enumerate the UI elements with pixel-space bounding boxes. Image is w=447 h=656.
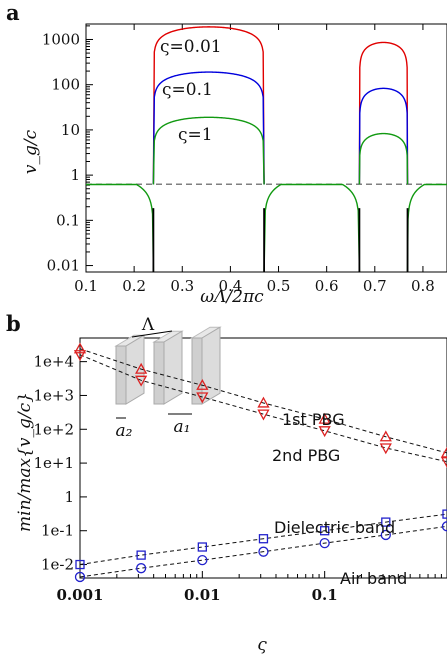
- panel-b-fit-line: [79, 525, 447, 578]
- inset-slab-side: [163, 330, 183, 405]
- panel-b-xtick-label: 0.001: [57, 586, 104, 604]
- panel-b-ytick-label: 1e-1: [41, 522, 74, 540]
- panel-b-ylabel: min/max{v_g/c}: [15, 392, 35, 532]
- panel-b-marker-triangle-up: [73, 342, 87, 354]
- panel-b-frame: [79, 337, 447, 579]
- panel-a-series-curve: [152, 26, 265, 185]
- panel-b-marker-triangle-down: [318, 426, 331, 438]
- panel-a-passband-curve: [86, 183, 155, 272]
- inset-lambda-arrow: [131, 330, 173, 338]
- panel-b-ytick-label: 1e+3: [33, 386, 74, 404]
- panel-b-marker-square: [258, 534, 269, 544]
- panel-b-marker-triangle-down: [135, 375, 148, 387]
- panel-b-xtick-label: 0.1: [312, 586, 338, 604]
- panel-a-xtick-label: 0.1: [74, 277, 98, 295]
- panel-a-ytick-label: 0.01: [47, 257, 80, 275]
- panel-b-fit-line: [79, 513, 447, 566]
- panel-b-ytick-label: 1e-2: [41, 556, 74, 574]
- inset-a2-label: a₂: [116, 421, 133, 441]
- panel-a-series-curve: [358, 41, 409, 185]
- panel-a-chart: 0.1 0.2 0.3 0.4 0.5 0.6 0.7 0.8 0.01 0.1 1 10 100 100…: [42, 23, 447, 295]
- panel-b-marker-triangle-down: [440, 457, 447, 469]
- panel-b-marker-square: [136, 550, 146, 560]
- panel-b-xlabel: ς: [257, 635, 267, 655]
- panel-a-xtick-label: 0.4: [218, 277, 242, 295]
- panel-a-series-curve: [358, 132, 409, 185]
- panel-b-ytick-label: 1: [64, 488, 74, 506]
- panel-b-series-label: 2nd PBG: [272, 446, 340, 465]
- panel-a-xtick-label: 0.8: [411, 277, 435, 295]
- panel-b-marker-triangle-up: [440, 446, 447, 458]
- panel-b-fit-line: [79, 348, 447, 454]
- panel-b-marker-triangle-down: [257, 409, 270, 421]
- panel-label-b: b: [6, 311, 21, 336]
- panel-b-marker-square: [75, 559, 85, 570]
- inset-a1-label: a₁: [174, 417, 191, 437]
- panel-b-ytick-label: 1e+4: [33, 353, 74, 371]
- panel-a-passband-curve: [406, 183, 447, 272]
- inset-lambda-label: Λ: [141, 315, 155, 335]
- panel-b-marker-circle: [380, 529, 391, 541]
- panel-a-series-curve: [152, 116, 265, 185]
- panel-a-series-curve: [358, 87, 409, 185]
- panel-b-marker-triangle-up: [196, 378, 209, 390]
- panel-a-ytick-label: 1: [70, 166, 80, 184]
- panel-b-ytick-label: 1e+1: [33, 454, 74, 472]
- panel-b-marker-square: [442, 509, 447, 519]
- panel-b-marker-triangle-up: [318, 412, 331, 424]
- panel-a-frame: [85, 23, 447, 273]
- panel-a-xlabel: ωΛ/2πc: [200, 287, 264, 307]
- panel-a-annotation: ς=0.01: [160, 37, 222, 57]
- panel-a-annotation: ς=1: [178, 125, 213, 145]
- panel-label-a: a: [6, 0, 20, 25]
- inset-slab-side: [125, 334, 145, 405]
- panel-b-marker-triangle-up: [135, 362, 148, 374]
- panel-b-marker-circle: [441, 521, 447, 532]
- panel-a-ytick-label: 1000: [42, 30, 80, 48]
- panel-b-chart: 0.001 0.01 0.1 1e-2 1e-1 1 1e+1 1e+2 1e+3 1e+4 Λa₂…: [33, 315, 447, 604]
- panel-b-marker-triangle-down: [73, 350, 87, 362]
- panel-a-passband-curve: [263, 183, 361, 272]
- panel-a-xtick-label: 0.2: [122, 277, 146, 295]
- panel-b-series-label: Dielectric band: [274, 518, 395, 537]
- panel-b-marker-square: [320, 526, 330, 536]
- panel-a-annotation: ς=0.1: [162, 80, 213, 100]
- panel-b-inset: Λa₂ a₁: [114, 315, 222, 441]
- panel-b-marker-triangle-down: [196, 392, 209, 404]
- panel-a-ytick-label: 10: [61, 121, 80, 139]
- inset-slab-front: [115, 345, 127, 405]
- panel-b-marker-triangle-up: [257, 396, 270, 408]
- panel-a-ylabel: v_g/c: [21, 129, 41, 174]
- panel-a-ytick-label: 0.1: [56, 211, 80, 229]
- panel-a-xtick-label: 0.5: [267, 277, 291, 295]
- panel-b-fit-line: [79, 354, 447, 463]
- panel-b-marker-circle: [258, 546, 269, 557]
- panel-a-xtick-label: 0.7: [363, 277, 387, 295]
- panel-a-ytick-label: 100: [51, 76, 80, 94]
- panel-a-xtick-label: 0.6: [315, 277, 339, 295]
- panel-b-marker-triangle-down: [379, 443, 392, 455]
- panel-b-marker-circle: [74, 571, 86, 583]
- panel-b-xtick-label: 0.01: [184, 586, 221, 604]
- panel-a-series-curve: [152, 71, 265, 185]
- panel-b-ytick-label: 1e+2: [33, 420, 74, 438]
- panel-b-marker-circle: [197, 554, 208, 566]
- panel-b-marker-circle: [135, 563, 147, 574]
- panel-b-series-label: Air band: [340, 569, 407, 588]
- panel-b-marker-square: [197, 542, 207, 552]
- panel-b-marker-square: [381, 517, 391, 527]
- panel-b-marker-triangle-up: [379, 430, 392, 442]
- panel-b-series-label: 1st PBG: [282, 410, 345, 429]
- panel-a-xtick-label: 0.3: [170, 277, 194, 295]
- panel-b-marker-circle: [319, 537, 330, 549]
